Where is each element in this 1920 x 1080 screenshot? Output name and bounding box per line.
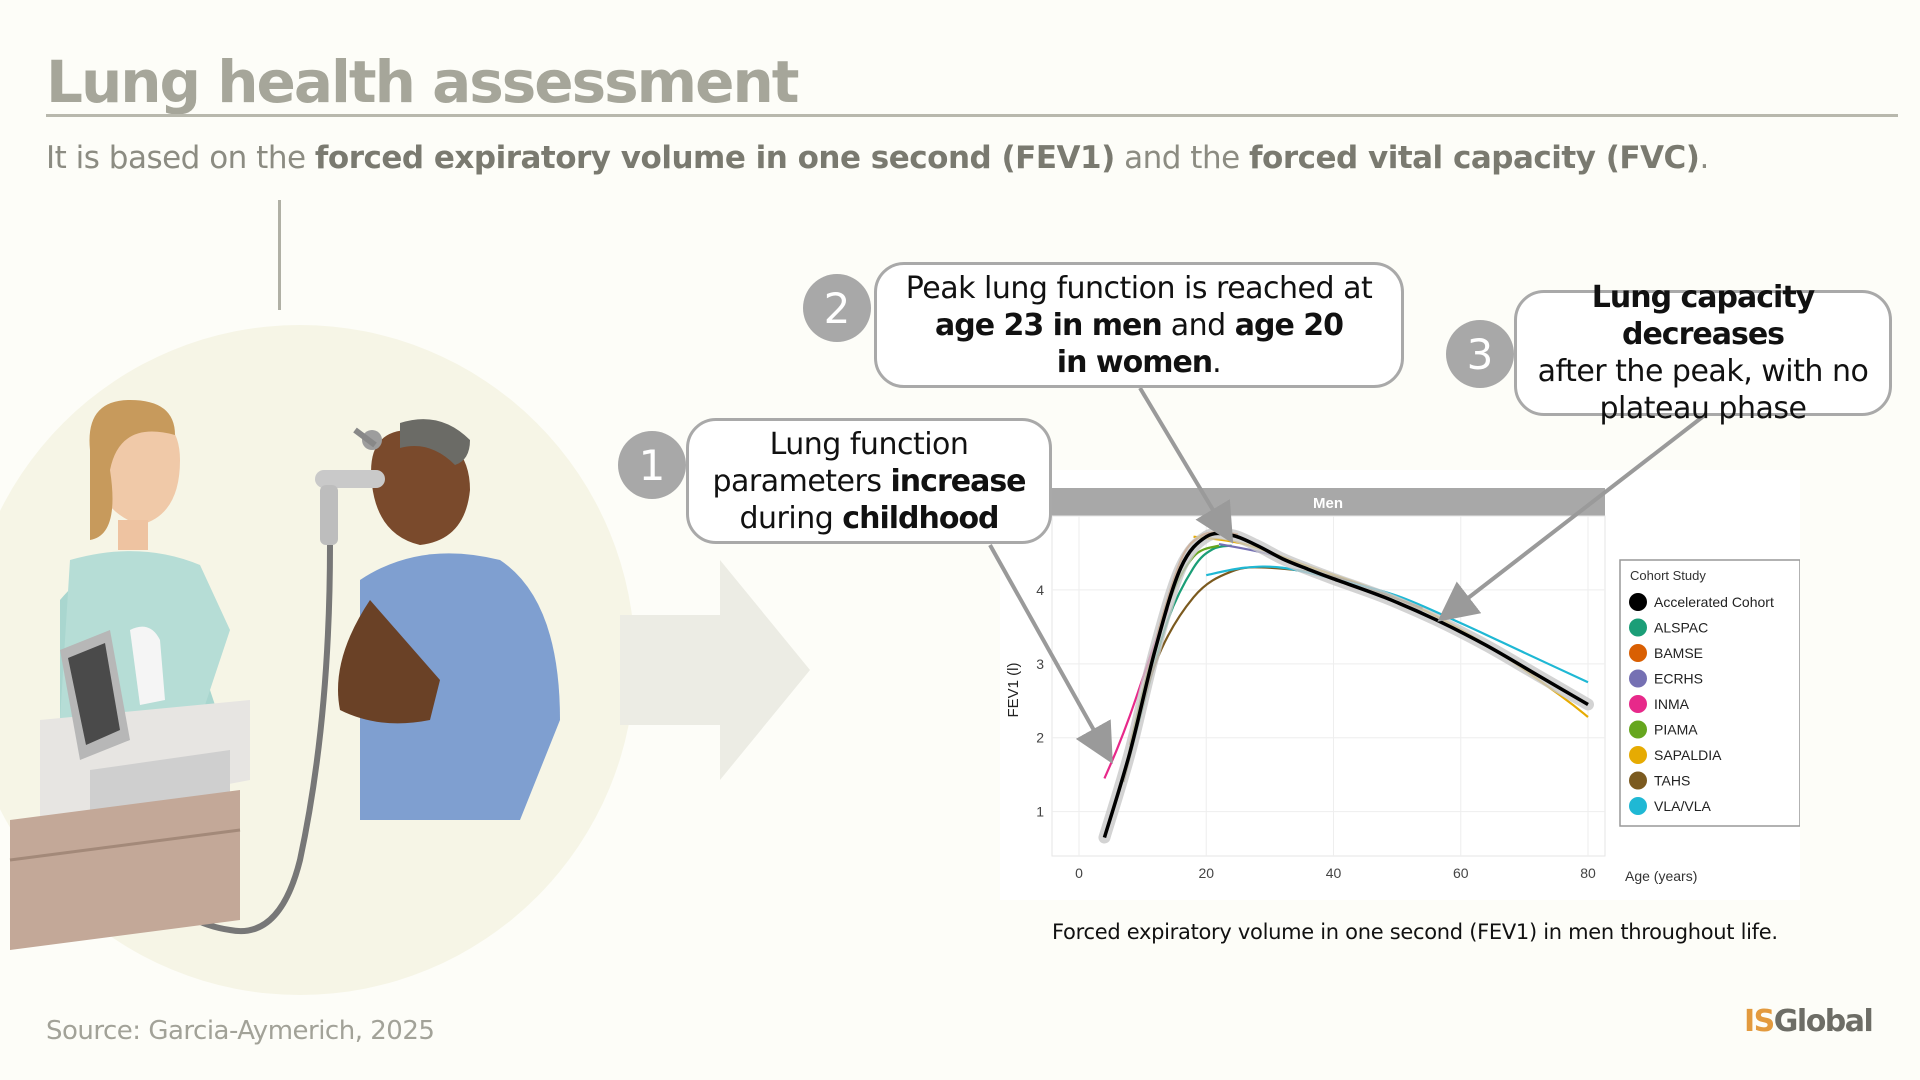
isglobal-logo: ISGlobal xyxy=(1744,1004,1874,1039)
page-title: Lung health assessment xyxy=(46,48,799,116)
step-number-2: 2 xyxy=(803,274,871,342)
panel-label: Men xyxy=(1313,495,1343,512)
y-tick-label: 4 xyxy=(1036,582,1044,598)
x-tick-label: 40 xyxy=(1326,865,1342,881)
series-line-accelerated-cohort xyxy=(1102,531,1589,839)
y-tick-label: 2 xyxy=(1036,730,1044,746)
legend-label-sapaldia: SAPALDIA xyxy=(1654,747,1722,763)
source-note: Source: Garcia-Aymerich, 2025 xyxy=(46,1016,435,1046)
legend-swatch-ecrhs xyxy=(1629,669,1647,688)
legend-swatch-sapaldia xyxy=(1629,746,1647,764)
y-axis-label: FEV1 (l) xyxy=(1005,662,1022,717)
page-subtitle: It is based on the forced expiratory vol… xyxy=(46,140,1709,176)
legend-swatch-piama xyxy=(1629,720,1647,739)
legend-label-ecrhs: ECRHS xyxy=(1654,671,1703,687)
legend-label-piama: PIAMA xyxy=(1654,722,1698,738)
x-tick-label: 60 xyxy=(1453,865,1469,881)
plot-area xyxy=(1051,515,1606,857)
step-number-1: 1 xyxy=(618,431,686,499)
legend-swatch-alspac xyxy=(1629,618,1647,637)
connector-line xyxy=(278,200,281,310)
x-axis-label: Age (years) xyxy=(1625,868,1697,884)
legend-swatch-tahs xyxy=(1629,771,1647,790)
legend-swatch-inma xyxy=(1629,695,1647,713)
x-tick-label: 20 xyxy=(1198,865,1214,881)
legend-label-tahs: TAHS xyxy=(1654,773,1690,789)
callout-2: Peak lung function is reached at age 23 … xyxy=(874,262,1404,388)
legend-label-vla-vla: VLA/VLA xyxy=(1654,798,1711,814)
legend-swatch-bamse xyxy=(1629,644,1647,662)
callout-1: Lung function parameters increase during… xyxy=(686,418,1052,544)
legend-label-bamse: BAMSE xyxy=(1654,645,1703,661)
x-tick-label: 0 xyxy=(1075,865,1083,881)
chart-caption: Forced expiratory volume in one second (… xyxy=(1052,920,1778,944)
y-tick-label: 3 xyxy=(1036,656,1044,672)
callout-3: Lung capacity decreases after the peak, … xyxy=(1514,280,1892,426)
spirometry-illustration xyxy=(0,325,635,995)
title-divider xyxy=(46,114,1898,117)
legend-swatch-vla-vla xyxy=(1629,797,1647,815)
legend-swatch-accelerated-cohort xyxy=(1629,593,1647,611)
legend-title: Cohort Study xyxy=(1630,568,1706,583)
legend-label-inma: INMA xyxy=(1654,696,1690,712)
legend-label-alspac: ALSPAC xyxy=(1654,620,1708,636)
x-tick-label: 80 xyxy=(1580,865,1596,881)
transition-arrow xyxy=(620,560,810,780)
step-number-3: 3 xyxy=(1446,320,1514,388)
fev1-chart: Men 0 20 40 60 80 1 2 3 4 FEV1 (l) Age (years) C… xyxy=(1000,470,1800,900)
y-tick-label: 1 xyxy=(1036,804,1044,820)
legend-label-accelerated-cohort: Accelerated Cohort xyxy=(1654,594,1774,610)
